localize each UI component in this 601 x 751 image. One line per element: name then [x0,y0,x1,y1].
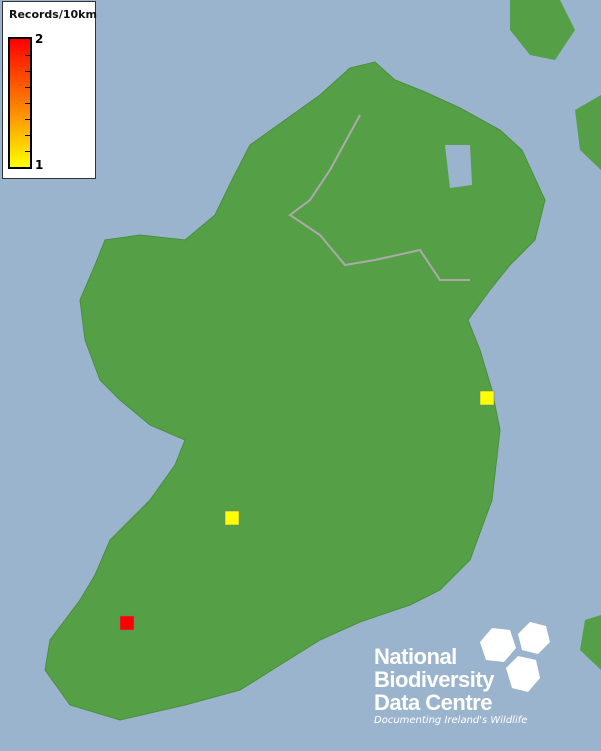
record-square[interactable] [479,390,495,406]
record-square[interactable] [224,510,240,526]
ireland-landmass [44,61,546,721]
record-square[interactable] [119,615,135,631]
legend-title: Records/10km [9,8,97,21]
logo-tagline: Documenting Ireland's Wildlife [374,715,528,726]
logo-line2: Biodiversity [374,667,494,692]
legend-max-label: 2 [35,32,44,46]
logo-line3: Data Centre [374,690,492,715]
lough-neagh [445,145,472,188]
logo-hexagon-icons [480,622,550,692]
nbdc-logo: National Biodiversity Data Centre Docume… [374,645,527,726]
legend-min-label: 1 [35,158,44,172]
wales-landmass [580,615,601,670]
logo-line1: National [374,644,457,669]
border-line [288,114,470,281]
scotland-island [575,95,601,170]
scotland-landmass [510,0,575,60]
color-ramp [8,37,32,169]
legend: Records/10km 2 1 [2,1,97,179]
